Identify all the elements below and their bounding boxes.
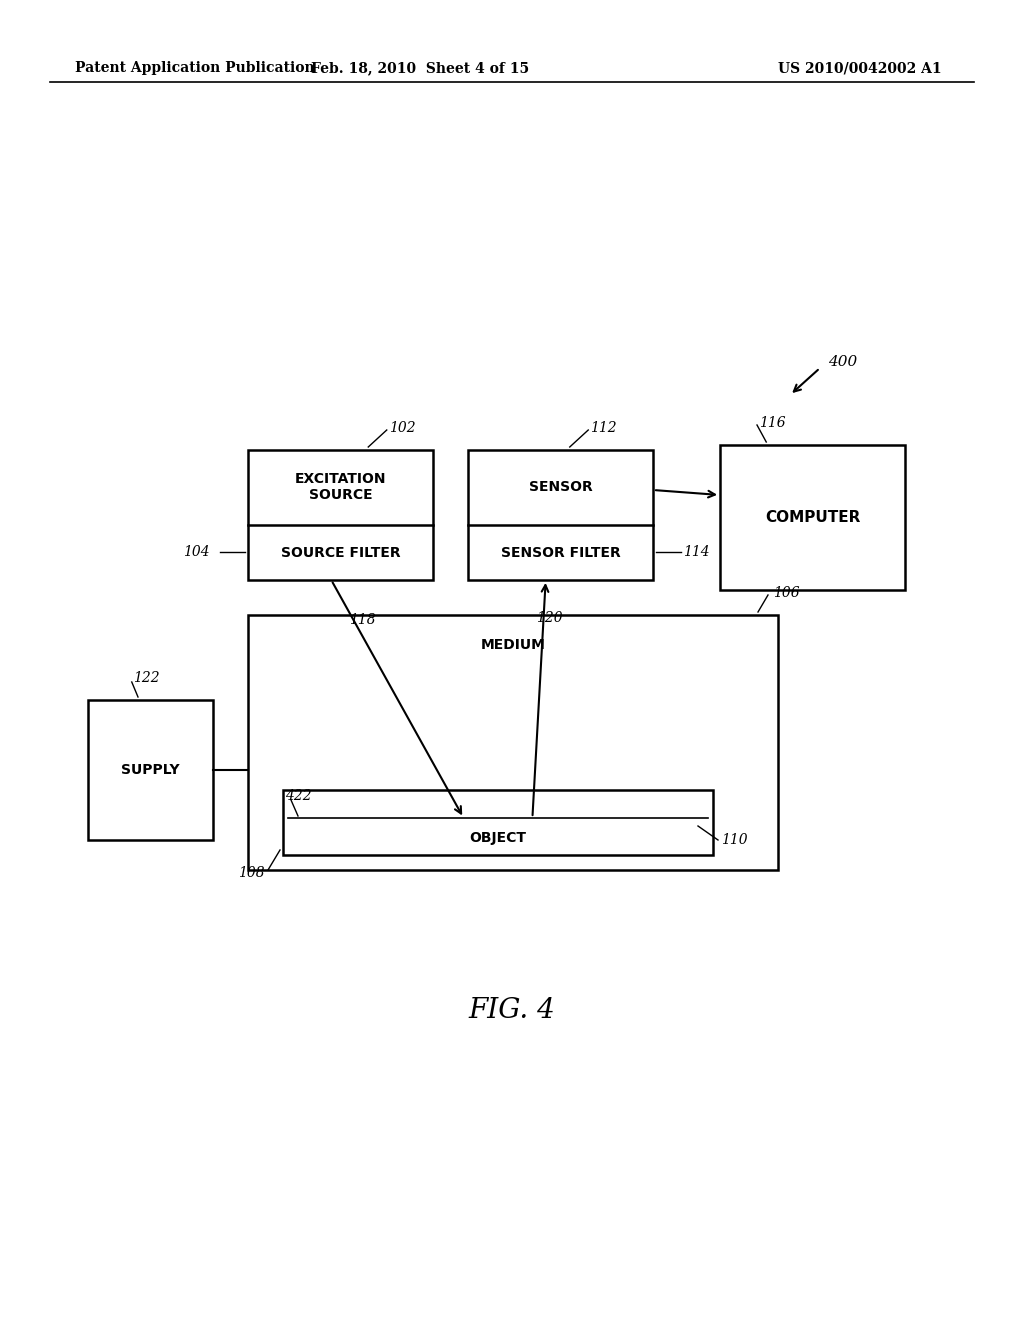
Text: EXCITATION
SOURCE: EXCITATION SOURCE [295, 471, 386, 502]
Bar [248, 450, 433, 579]
Text: 114: 114 [683, 545, 710, 558]
Text: SENSOR: SENSOR [528, 480, 592, 494]
Text: 400: 400 [828, 355, 857, 370]
Text: US 2010/0042002 A1: US 2010/0042002 A1 [778, 61, 942, 75]
Text: 122: 122 [133, 671, 160, 685]
Text: 106: 106 [773, 586, 800, 601]
Text: Patent Application Publication: Patent Application Publication [75, 61, 314, 75]
Text: SENSOR FILTER: SENSOR FILTER [501, 546, 621, 560]
Text: 422: 422 [285, 789, 311, 803]
Text: 112: 112 [590, 421, 616, 436]
Text: 110: 110 [721, 833, 748, 847]
Text: 118: 118 [349, 612, 376, 627]
Text: 120: 120 [536, 611, 562, 624]
Text: SUPPLY: SUPPLY [121, 763, 180, 777]
Bar [88, 700, 213, 840]
Text: OBJECT: OBJECT [469, 832, 526, 845]
Text: 116: 116 [759, 416, 785, 430]
Text: 108: 108 [239, 866, 265, 880]
Text: 102: 102 [388, 421, 415, 436]
Bar [720, 445, 905, 590]
Bar [283, 789, 713, 855]
Bar [248, 615, 778, 870]
Text: MEDIUM: MEDIUM [480, 638, 546, 652]
Bar [468, 450, 653, 579]
Text: SOURCE FILTER: SOURCE FILTER [281, 546, 400, 560]
Text: FIG. 4: FIG. 4 [469, 997, 555, 1023]
Text: Feb. 18, 2010  Sheet 4 of 15: Feb. 18, 2010 Sheet 4 of 15 [311, 61, 529, 75]
Text: COMPUTER: COMPUTER [765, 510, 860, 525]
Text: 104: 104 [183, 545, 210, 558]
